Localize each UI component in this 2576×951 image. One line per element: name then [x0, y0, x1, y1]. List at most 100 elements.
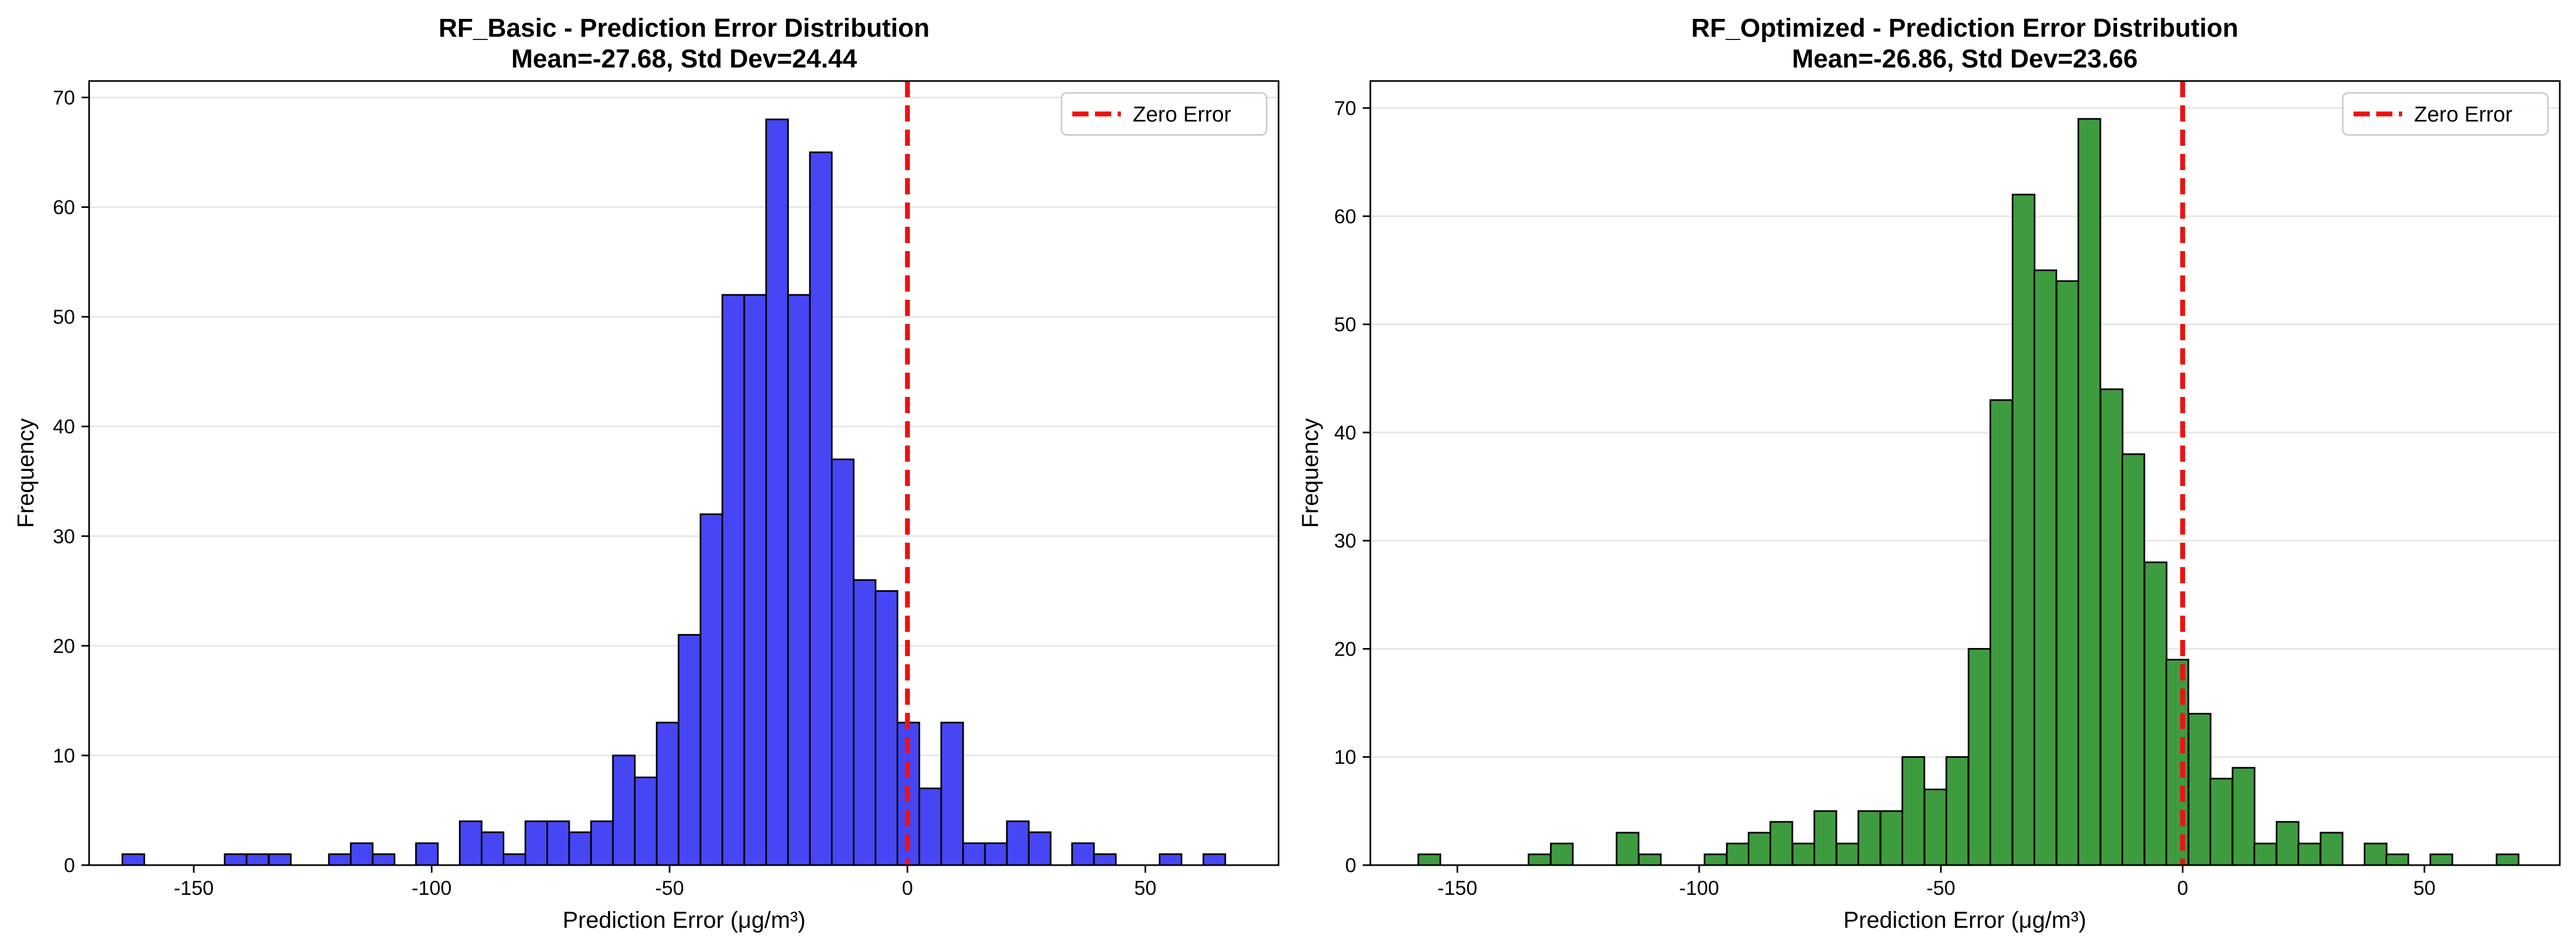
- histogram-bar: [1791, 842, 1816, 866]
- histogram-bar: [678, 634, 701, 866]
- histogram-bar: [1006, 820, 1030, 866]
- y-tick-label: 40: [1334, 422, 1356, 444]
- bars: [121, 118, 1226, 866]
- y-axis-label: Frequency: [13, 418, 39, 528]
- histogram-bar: [524, 820, 549, 866]
- histogram-bar: [1879, 810, 1904, 866]
- y-ticks: 0 10 20 30 40 50 60 70: [53, 86, 89, 876]
- y-tick-label: 60: [53, 197, 75, 219]
- histogram-bar: [1748, 832, 1772, 866]
- histogram-bar: [2429, 853, 2453, 866]
- legend: Zero Error: [1060, 92, 1268, 136]
- histogram-bar: [328, 853, 352, 866]
- histogram-bar: [1202, 853, 1226, 866]
- histogram-bar: [1703, 853, 1728, 866]
- histogram-bar: [1769, 821, 1794, 866]
- histogram-bar: [721, 294, 745, 866]
- legend-box: [1060, 92, 1268, 136]
- bars: [1417, 118, 2520, 866]
- histogram-bar: [371, 853, 396, 866]
- y-tick-label: 50: [1334, 314, 1356, 336]
- histogram-bar: [350, 842, 374, 866]
- y-tick-label: 0: [64, 854, 75, 876]
- histogram-bar: [1615, 832, 1640, 866]
- histogram-bar: [831, 458, 855, 866]
- y-tick-label: 10: [1334, 746, 1356, 768]
- histogram-bar: [2121, 453, 2146, 866]
- chart-subtitle: Mean=-27.68, Std Dev=24.44: [511, 45, 857, 73]
- y-tick-label: 50: [53, 306, 75, 328]
- histogram-bar: [918, 787, 942, 866]
- histogram-bar: [2144, 561, 2168, 866]
- x-tick-label: -150: [174, 877, 214, 899]
- chart-panel-rf-basic: RF_Basic - Prediction Error Distribution…: [13, 14, 1280, 933]
- legend-label-zero-error: Zero Error: [1133, 103, 1231, 126]
- histogram-bar: [1813, 810, 1837, 866]
- histogram-bar: [1989, 399, 2013, 866]
- y-tick-label: 70: [53, 86, 75, 109]
- x-tick-label: -50: [655, 877, 684, 899]
- histogram-bar: [1945, 756, 1970, 866]
- x-tick-label: -100: [1679, 877, 1719, 899]
- y-tick-label: 70: [1334, 97, 1356, 119]
- histogram-bar: [2011, 193, 2036, 866]
- histogram-bar: [1901, 756, 1925, 866]
- y-tick-label: 60: [1334, 205, 1356, 227]
- histogram-bar: [1027, 831, 1052, 866]
- histogram-bar: [2363, 842, 2388, 866]
- histogram-bar: [809, 151, 833, 866]
- y-tick-label: 30: [53, 525, 75, 548]
- histogram-bar: [2209, 778, 2234, 866]
- x-tick-label: 0: [2177, 877, 2188, 899]
- histogram-bar: [503, 853, 526, 866]
- chart-subtitle: Mean=-26.86, Std Dev=23.66: [1792, 45, 2138, 73]
- y-tick-label: 0: [1345, 854, 1356, 876]
- histogram-bar: [121, 853, 145, 866]
- histogram-bar: [2099, 388, 2124, 866]
- chart-panel-rf-optimized: RF_Optimized - Prediction Error Distribu…: [1297, 14, 2561, 933]
- histogram-bar: [2077, 118, 2101, 866]
- histogram-bar: [1093, 853, 1117, 866]
- histogram-bar: [2297, 842, 2321, 866]
- plot-frame: [1369, 80, 2561, 866]
- legend-label-zero-error: Zero Error: [2414, 103, 2512, 126]
- histogram-bar: [415, 842, 439, 866]
- legend: Zero Error: [2342, 92, 2549, 136]
- histogram-bar: [481, 831, 505, 866]
- histogram-bar: [268, 853, 292, 866]
- histogram-bar: [2385, 853, 2409, 866]
- x-tick-label: 50: [2413, 877, 2436, 899]
- histogram-bar: [984, 842, 1008, 866]
- histogram-bar: [2232, 767, 2256, 866]
- histogram-bar: [2056, 280, 2080, 866]
- histogram-bar: [787, 294, 811, 866]
- histogram-bar: [2033, 269, 2058, 866]
- y-tick-label: 40: [53, 416, 75, 438]
- x-tick-label: 0: [902, 877, 913, 899]
- histogram-bar: [546, 820, 570, 866]
- histogram-bar: [853, 579, 877, 866]
- x-tick-label: -100: [411, 877, 451, 899]
- y-tick-label: 20: [1334, 638, 1356, 660]
- y-ticks: 0 10 20 30 40 50 60 70: [1334, 97, 1370, 876]
- x-ticks: -150 -100 -50 0 50: [1437, 865, 2436, 899]
- histogram-bar: [940, 721, 964, 866]
- x-tick-label: -150: [1437, 877, 1477, 899]
- histogram-bar: [2253, 842, 2277, 866]
- histogram-bar: [655, 721, 680, 866]
- histogram-bar: [1417, 853, 1442, 866]
- y-tick-label: 30: [1334, 530, 1356, 552]
- x-ticks: -150 -100 -50 0 50: [174, 865, 1157, 899]
- histogram-bar: [224, 853, 248, 866]
- plot-frame: [88, 80, 1280, 866]
- x-axis-label: Prediction Error (μg/m³): [1843, 907, 2086, 933]
- histogram-bar: [1550, 842, 1574, 866]
- chart-title: RF_Optimized - Prediction Error Distribu…: [1691, 14, 2238, 43]
- x-axis-label: Prediction Error (μg/m³): [563, 907, 806, 933]
- histogram-bar: [458, 820, 483, 866]
- histogram-bar: [962, 842, 986, 866]
- histogram-bar: [2187, 713, 2212, 866]
- histogram-bar: [1968, 648, 1992, 866]
- histogram-bar: [1836, 842, 1860, 866]
